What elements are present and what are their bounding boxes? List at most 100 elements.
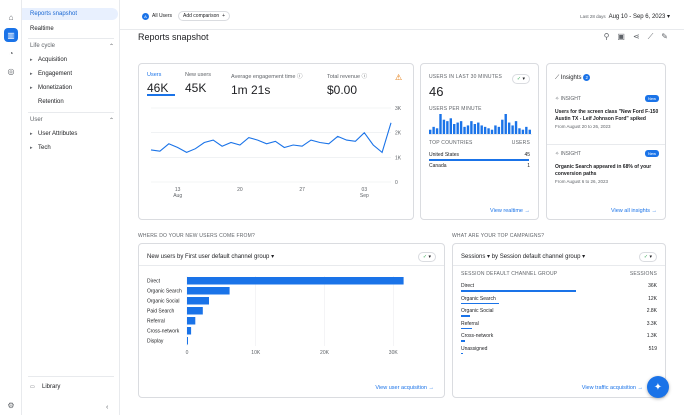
nav-monetization[interactable]: ▸ Monetization — [30, 85, 72, 91]
nav-engagement[interactable]: ▸ Engagement — [30, 71, 72, 77]
new-users-bar-chart: 0 10K 20K 30K Direct Organic Search Organic So… — [147, 276, 404, 356]
active-metric-indicator — [147, 94, 175, 96]
upm-bar — [480, 125, 483, 134]
upm-bar — [429, 129, 432, 134]
metric-new-users[interactable]: New users 45K — [185, 72, 211, 95]
view-realtime-link[interactable]: View realtime → — [490, 208, 530, 214]
add-comparison-button[interactable]: Add comparison + — [178, 11, 231, 21]
dimension-dropdown[interactable]: by Session default channel group ▾ — [491, 254, 586, 260]
nav-label: User Attributes — [38, 131, 78, 137]
upm-bar — [518, 128, 521, 134]
nav-acquisition[interactable]: ▸ Acquisition — [30, 57, 67, 63]
upm-bar — [435, 128, 439, 134]
upm-bar — [487, 128, 490, 134]
column-header: SESSION DEFAULT CHANNEL GROUP — [461, 271, 558, 277]
segment-icon: A — [142, 12, 149, 20]
page-title: Reports snapshot — [138, 32, 209, 42]
metric-value: 46K — [147, 81, 169, 95]
customize-icon[interactable]: ▣ — [617, 32, 625, 41]
x-tick-label: 20K — [320, 350, 330, 356]
channel-name: Referral — [461, 320, 479, 327]
insights-icon[interactable]: ⟋ — [647, 32, 654, 41]
collapse-icon[interactable]: ‹ — [106, 404, 109, 411]
insight-tag-label: INSIGHT — [560, 95, 581, 102]
edit-icon[interactable]: ✎ — [661, 32, 668, 41]
metric-value: 45K — [185, 81, 207, 95]
sessions-value: 3.3K — [646, 320, 657, 327]
settings-icon[interactable]: ⚙ — [7, 400, 15, 410]
channel-bar — [187, 317, 196, 325]
new-users-card: New users by First user default channel … — [138, 243, 445, 398]
share-icon[interactable]: ⋖ — [632, 32, 640, 41]
plus-icon: + — [222, 13, 226, 19]
divider — [139, 265, 444, 266]
view-all-insights-link[interactable]: View all insights → — [611, 208, 657, 214]
link-label: View all insights — [610, 208, 650, 214]
sessions-bar — [461, 315, 470, 317]
upm-bar — [453, 124, 456, 134]
nav-tech[interactable]: ▸ Tech — [30, 145, 51, 151]
all-users-chip[interactable]: A All Users — [138, 11, 176, 21]
dropdown-icon: ▾ — [522, 76, 525, 82]
insights-card: ⟋ Insights 2 ✧ INSIGHT New Users for the … — [546, 63, 666, 220]
nav-label: Engagement — [38, 71, 73, 77]
nav-section-user[interactable]: User ⌃ — [30, 117, 114, 124]
status-dropdown[interactable]: ✓ ▾ — [417, 252, 436, 262]
table-row: Organic Social 2.8K — [461, 308, 657, 314]
insight-item[interactable]: ✧ INSIGHT New Organic Search appeared in … — [555, 150, 659, 184]
home-icon[interactable]: ⌂ — [8, 12, 14, 22]
upm-bar — [477, 122, 480, 134]
metric-value: 1m 21s — [231, 83, 271, 97]
dimension-dropdown[interactable]: New users by First user default channel … — [147, 253, 274, 260]
countries-header: TOP COUNTRIES — [429, 140, 473, 146]
nav-user-attributes[interactable]: ▸ User Attributes — [30, 131, 77, 137]
view-user-acquisition-link[interactable]: View user acquisition → — [375, 385, 434, 391]
nav-library[interactable]: ▭ Library — [30, 384, 60, 390]
sessions-bar — [461, 290, 576, 292]
dropdown-icon: ▾ — [428, 254, 431, 260]
date-range-picker[interactable]: Last 28 days Aug 10 - Sep 6, 2023 ▾ — [580, 13, 670, 20]
date-label: Last 28 days — [580, 14, 606, 19]
country-row: Canada 1 — [429, 163, 530, 169]
table-row: Unassigned 519 — [461, 346, 657, 352]
realtime-status-dropdown[interactable]: ✓ ▾ — [511, 74, 530, 84]
metric-dropdown[interactable]: Sessions ▾ — [461, 254, 491, 260]
column-header: SESSIONS — [629, 271, 657, 277]
advertising-icon[interactable]: ◎ — [7, 66, 15, 76]
assistant-fab-button[interactable]: ✦ — [647, 376, 669, 398]
channel-bar — [187, 297, 209, 305]
nav-retention[interactable]: Retention — [38, 99, 64, 105]
metric-engagement-time[interactable]: Average engagement time ⓘ 1m 21s — [231, 72, 302, 97]
chevron-up-icon: ⌃ — [108, 44, 114, 50]
metric-total-revenue[interactable]: Total revenue ⓘ $0.00 — [327, 72, 367, 97]
explore-icon[interactable]: ◔ — [8, 48, 14, 58]
divider — [28, 376, 114, 377]
help-icon: ⓘ — [361, 74, 368, 80]
nav-realtime[interactable]: Realtime — [22, 23, 118, 35]
category-label: Direct — [147, 279, 161, 285]
insight-tag-label: INSIGHT — [560, 150, 581, 157]
reports-icon[interactable]: ▥ — [4, 28, 18, 42]
channel-name: Cross-network — [461, 333, 494, 339]
metric-users[interactable]: Users 46K — [147, 72, 168, 95]
upm-bar — [463, 126, 466, 134]
upm-label: USERS PER MINUTE — [429, 106, 482, 112]
status-dropdown[interactable]: ✓ ▾ — [638, 252, 657, 262]
nav-section-lifecycle[interactable]: Life cycle ⌃ — [30, 43, 114, 50]
insight-item[interactable]: ✧ INSIGHT New Users for the screen class … — [555, 95, 659, 129]
new-users-section-title: WHERE DO YOUR NEW USERS COME FROM? — [138, 233, 255, 239]
country-name: Canada — [429, 163, 447, 169]
sessions-bar — [461, 327, 472, 329]
lightbulb-icon[interactable]: ⚲ — [603, 32, 610, 41]
icon-rail: ⌂ ▥ ◔ ◎ ⚙ — [0, 0, 22, 415]
warning-icon[interactable]: ⚠ — [395, 73, 403, 82]
sessions-bar — [461, 352, 463, 354]
upm-bar — [442, 119, 446, 134]
upm-bar — [521, 129, 525, 134]
channel-name: Unassigned — [461, 345, 488, 352]
category-label: Organic Social — [147, 299, 180, 305]
view-traffic-acquisition-link[interactable]: View traffic acquisition → — [582, 385, 643, 391]
channel-bar — [187, 337, 188, 345]
nav-reports-snapshot[interactable]: Reports snapshot — [22, 8, 118, 20]
table-row: Direct 36K — [461, 283, 657, 289]
